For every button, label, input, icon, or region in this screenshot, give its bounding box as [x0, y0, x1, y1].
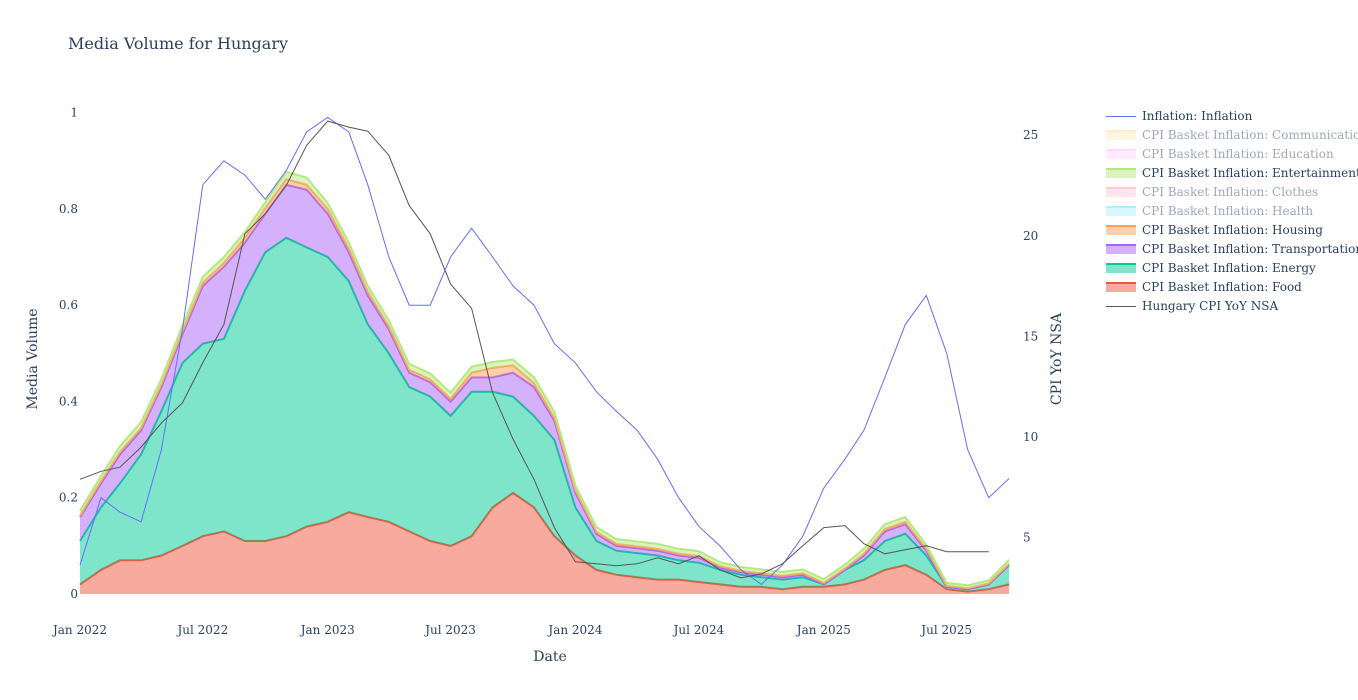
legend-area-icon [1106, 281, 1136, 292]
x-axis-ticks: Jan 2022 Jul 2022 Jan 2023 Jul 2023 Jan 2024… [51, 623, 972, 637]
legend-item-inflation-inflation[interactable]: Inflation: Inflation [1106, 106, 1358, 125]
legend-item-cpi-basket-inflation-food[interactable]: CPI Basket Inflation: Food [1106, 277, 1358, 296]
x-tick-label: Jul 2023 [423, 623, 476, 637]
y-tick-label: 0.2 [59, 491, 78, 505]
legend-area-icon [1106, 224, 1136, 235]
legend-line-icon [1106, 111, 1136, 121]
legend-line-icon [1106, 301, 1136, 311]
y2-tick-label: 15 [1023, 329, 1038, 343]
legend-label: CPI Basket Inflation: Health [1142, 203, 1314, 218]
legend-area-icon [1106, 129, 1136, 140]
line-inflation[interactable] [79, 116, 1010, 586]
x-tick-label: Jul 2024 [672, 623, 725, 637]
y2-axis-title: CPI YoY NSA [1049, 312, 1065, 405]
legend-item-cpi-basket-inflation-communication[interactable]: CPI Basket Inflation: Communication [1106, 125, 1358, 144]
legend-item-cpi-basket-inflation-energy[interactable]: CPI Basket Inflation: Energy [1106, 258, 1358, 277]
y-tick-label: 0.8 [59, 202, 78, 216]
x-tick-label: Jan 2024 [546, 623, 602, 637]
y2-tick-label: 25 [1023, 128, 1038, 142]
y2-tick-label: 5 [1023, 531, 1031, 545]
y-axis-ticks: 0 0.2 0.4 0.6 0.8 1 [59, 106, 78, 601]
area-edge-cpi-basket-inflation-entertainment [79, 170, 1010, 587]
legend-item-cpi-basket-inflation-transportation[interactable]: CPI Basket Inflation: Transportation [1106, 239, 1358, 258]
legend-item-cpi-basket-inflation-housing[interactable]: CPI Basket Inflation: Housing [1106, 220, 1358, 239]
legend-label: CPI Basket Inflation: Entertainment [1142, 165, 1358, 180]
legend-item-cpi-basket-inflation-entertainment[interactable]: CPI Basket Inflation: Entertainment [1106, 163, 1358, 182]
legend-area-icon [1106, 148, 1136, 159]
legend-label: CPI Basket Inflation: Communication [1142, 127, 1358, 142]
plot-areas [79, 170, 1010, 594]
x-tick-label: Jul 2022 [175, 623, 228, 637]
legend-label: CPI Basket Inflation: Transportation [1142, 241, 1358, 256]
legend-item-cpi-basket-inflation-clothes[interactable]: CPI Basket Inflation: Clothes [1106, 182, 1358, 201]
legend-label: Inflation: Inflation [1142, 108, 1253, 123]
x-tick-label: Jul 2025 [919, 623, 972, 637]
y-tick-label: 0 [70, 587, 78, 601]
legend-label: CPI Basket Inflation: Energy [1142, 260, 1316, 275]
legend: Inflation: Inflation CPI Basket Inflation… [1106, 106, 1358, 315]
y-tick-label: 1 [70, 106, 78, 120]
x-axis-title: Date [533, 649, 566, 665]
y2-tick-label: 10 [1023, 430, 1038, 444]
x-tick-label: Jan 2025 [795, 623, 851, 637]
y-axis-title: Media Volume [25, 308, 41, 409]
legend-item-cpi-basket-inflation-education[interactable]: CPI Basket Inflation: Education [1106, 144, 1358, 163]
y2-tick-label: 20 [1023, 229, 1038, 243]
legend-area-icon [1106, 262, 1136, 273]
y-tick-label: 0.4 [59, 394, 78, 408]
legend-area-icon [1106, 167, 1136, 178]
x-tick-label: Jan 2022 [51, 623, 107, 637]
legend-label: CPI Basket Inflation: Food [1142, 279, 1302, 294]
legend-area-icon [1106, 186, 1136, 197]
legend-area-icon [1106, 205, 1136, 216]
legend-area-icon [1106, 243, 1136, 254]
y2-axis-ticks: 5 10 15 20 25 [1023, 128, 1038, 544]
legend-label: CPI Basket Inflation: Clothes [1142, 184, 1319, 199]
legend-item-hungary-cpi-yoy-nsa[interactable]: Hungary CPI YoY NSA [1106, 296, 1358, 315]
x-tick-label: Jan 2023 [299, 623, 355, 637]
chart-title: Media Volume for Hungary [68, 34, 289, 53]
area-cpi-basket-inflation-food[interactable] [80, 492, 1010, 594]
legend-label: Hungary CPI YoY NSA [1142, 298, 1279, 313]
plot-lines [79, 116, 1010, 586]
legend-label: CPI Basket Inflation: Education [1142, 146, 1334, 161]
legend-item-cpi-basket-inflation-health[interactable]: CPI Basket Inflation: Health [1106, 201, 1358, 220]
area-cpi-basket-inflation-energy[interactable] [80, 237, 1010, 592]
legend-label: CPI Basket Inflation: Housing [1142, 222, 1323, 237]
line-hungary-cpi-yoy-nsa[interactable] [79, 120, 989, 579]
y-tick-label: 0.6 [59, 298, 78, 312]
